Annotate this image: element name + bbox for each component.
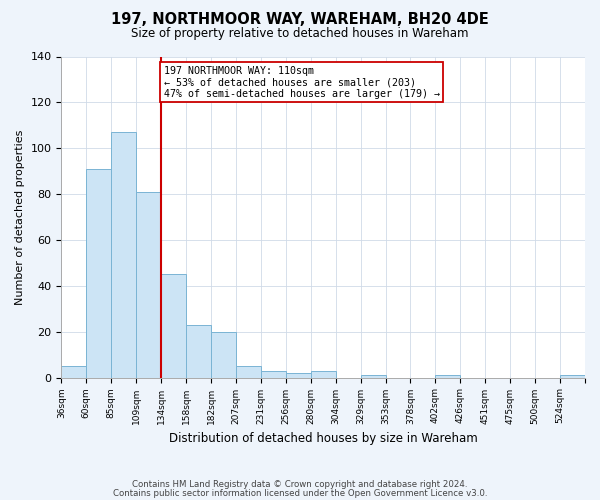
- Bar: [361, 376, 386, 378]
- Bar: [61, 366, 86, 378]
- Text: Contains public sector information licensed under the Open Government Licence v3: Contains public sector information licen…: [113, 488, 487, 498]
- Bar: [560, 376, 585, 378]
- Bar: [286, 373, 311, 378]
- Bar: [211, 332, 236, 378]
- Bar: [186, 325, 211, 378]
- Bar: [161, 274, 186, 378]
- Bar: [136, 192, 161, 378]
- Bar: [236, 366, 261, 378]
- Text: 197, NORTHMOOR WAY, WAREHAM, BH20 4DE: 197, NORTHMOOR WAY, WAREHAM, BH20 4DE: [111, 12, 489, 28]
- Text: Size of property relative to detached houses in Wareham: Size of property relative to detached ho…: [131, 28, 469, 40]
- Bar: [311, 370, 335, 378]
- Bar: [436, 376, 460, 378]
- Bar: [261, 370, 286, 378]
- Text: 197 NORTHMOOR WAY: 110sqm
← 53% of detached houses are smaller (203)
47% of semi: 197 NORTHMOOR WAY: 110sqm ← 53% of detac…: [164, 66, 440, 99]
- Y-axis label: Number of detached properties: Number of detached properties: [15, 130, 25, 304]
- X-axis label: Distribution of detached houses by size in Wareham: Distribution of detached houses by size …: [169, 432, 478, 445]
- Bar: [86, 169, 111, 378]
- Text: Contains HM Land Registry data © Crown copyright and database right 2024.: Contains HM Land Registry data © Crown c…: [132, 480, 468, 489]
- Bar: [111, 132, 136, 378]
